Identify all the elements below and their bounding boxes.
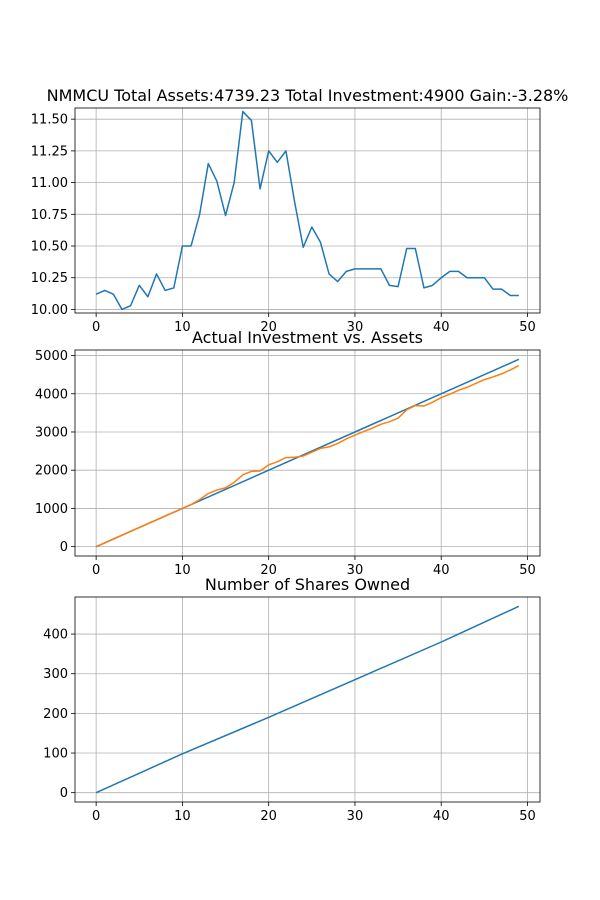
plot-frame [74,349,541,557]
x-tick-label: 50 [519,320,536,335]
x-tick-label: 50 [519,809,536,824]
y-tick-label: 300 [43,667,68,682]
chart-panel-1: 0 10 20 30 40 50 10.00 10.25 10.50 10.75 11.00 11.2… [31,86,569,335]
x-tick-label: 10 [174,563,191,578]
x-tick-label: 40 [433,320,450,335]
y-tick-label: 3000 [35,425,68,440]
y-tick-label: 10.25 [31,271,68,286]
x-tick-label: 20 [260,809,277,824]
x-tick-label: 30 [347,809,364,824]
x-tick-label: 30 [347,563,364,578]
chart-title: Actual Investment vs. Assets [192,328,423,347]
y-tick-label: 1000 [35,502,68,517]
x-tick-label: 0 [92,320,100,335]
x-tick-label: 20 [260,563,277,578]
y-tick-label: 100 [43,747,68,762]
y-tick-label: 5000 [35,349,68,364]
x-tick-label: 40 [433,563,450,578]
x-tick-label: 30 [347,320,364,335]
x-tick-label: 40 [433,809,450,824]
y-tick-label: 0 [60,540,68,555]
x-tick-label: 50 [519,563,536,578]
y-tick-label: 200 [43,707,68,722]
x-tick-label: 20 [260,320,277,335]
chart-panel-3: 0 10 20 30 40 50 0 100 200 300 400 Number of Shares… [43,575,541,824]
y-tick-label: 10.00 [31,303,68,318]
y-tick-label: 400 [43,628,68,643]
y-tick-label: 11.00 [31,176,68,191]
x-tick-label: 0 [92,809,100,824]
y-tick-label: 10.75 [31,208,68,223]
chart-panel-2: 0 10 20 30 40 50 0 1000 2000 3000 4000 5000 Actual I… [35,328,541,578]
series-line-2 [95,364,520,548]
x-tick-label: 0 [92,563,100,578]
y-tick-label: 2000 [35,464,68,479]
plot-frame [74,107,541,314]
y-tick-label: 11.25 [31,144,68,159]
x-tick-label: 10 [174,320,191,335]
y-tick-label: 10.50 [31,240,68,255]
x-tick-label: 10 [174,809,191,824]
y-tick-label: 4000 [35,387,68,402]
y-tick-label: 0 [60,786,68,801]
chart-title: NMMCU Total Assets:4739.23 Total Investm… [47,86,569,105]
plot-frame [74,596,541,803]
chart-title: Number of Shares Owned [205,575,410,594]
series-line-1 [95,110,519,311]
y-tick-label: 11.50 [31,113,68,128]
series-line-1 [95,605,520,794]
